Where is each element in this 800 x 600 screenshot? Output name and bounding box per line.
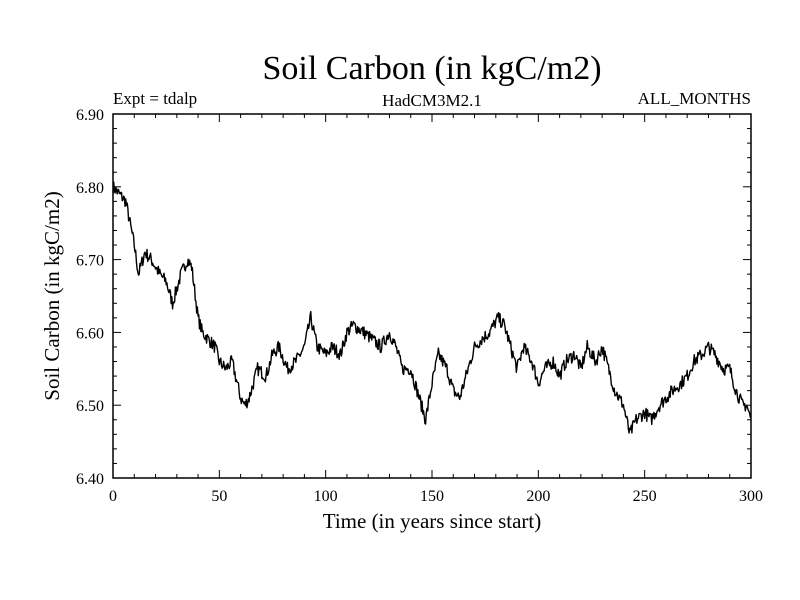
x-tick-label: 100 <box>314 488 338 505</box>
x-tick-label: 250 <box>633 488 657 505</box>
series-group <box>112 181 752 434</box>
x-tick-label: 200 <box>526 488 550 505</box>
series-line <box>112 181 752 434</box>
plot-frame <box>112 113 752 479</box>
y-tick-labels: 6.40 6.50 6.60 6.70 6.80 6.90 <box>76 107 104 488</box>
y-axis-label: Soil Carbon (in kgC/m2) <box>40 191 64 400</box>
y-tick-label: 6.40 <box>76 471 104 488</box>
y-tick-label: 6.80 <box>76 180 104 197</box>
x-axis-label: Time (in years since start) <box>323 509 542 533</box>
x-tick-labels: 0 50 100 150 200 250 300 <box>109 488 763 505</box>
subtitle-months: ALL_MONTHS <box>638 89 751 108</box>
chart-title: Soil Carbon (in kgC/m2) <box>262 50 601 87</box>
y-tick-label: 6.70 <box>76 253 104 270</box>
x-tick-label: 0 <box>109 488 117 505</box>
x-tick-label: 150 <box>420 488 444 505</box>
subtitle-model: HadCM3M2.1 <box>382 91 482 110</box>
x-tick-label: 300 <box>739 488 763 505</box>
y-tick-label: 6.90 <box>76 107 104 124</box>
y-tick-label: 6.60 <box>76 325 104 342</box>
y-tick-label: 6.50 <box>76 398 104 415</box>
subtitle-experiment: Expt = tdalp <box>113 89 197 108</box>
x-tick-label: 50 <box>211 488 227 505</box>
